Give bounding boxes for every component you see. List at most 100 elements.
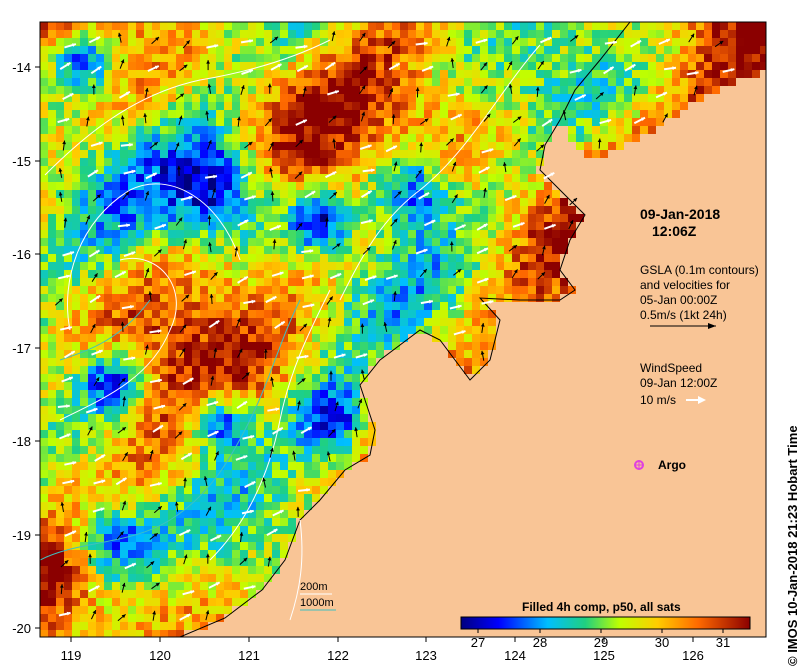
sst-pixel xyxy=(672,22,680,30)
sst-pixel xyxy=(64,94,72,102)
sst-pixel xyxy=(344,278,352,286)
sst-pixel xyxy=(192,550,200,558)
sst-pixel xyxy=(88,422,96,430)
arrow-head xyxy=(332,115,337,120)
plot-frame xyxy=(39,21,767,638)
sst-pixel xyxy=(112,478,120,486)
sst-pixel xyxy=(216,526,224,534)
sst-pixel xyxy=(176,454,184,462)
arrow-head xyxy=(267,83,272,88)
sst-pixel xyxy=(392,262,400,270)
sst-pixel xyxy=(336,158,344,166)
sst-pixel xyxy=(80,398,88,406)
sst-pixel xyxy=(680,46,688,54)
sst-pixel xyxy=(176,438,184,446)
sst-pixel xyxy=(368,62,376,70)
sst-pixel xyxy=(208,398,216,406)
sst-pixel xyxy=(56,222,64,230)
credit-text: © IMOS 10-Jan-2018 21:23 Hobart Time xyxy=(785,425,800,666)
arrow-head xyxy=(122,427,126,431)
sst-pixel xyxy=(256,534,264,542)
sst-pixel xyxy=(104,550,112,558)
sst-pixel xyxy=(352,54,360,62)
sst-pixel xyxy=(392,110,400,118)
sst-pixel xyxy=(368,358,376,366)
sst-pixel xyxy=(304,422,312,430)
sst-pixel xyxy=(520,246,528,254)
sst-pixel xyxy=(336,246,344,254)
sst-pixel xyxy=(192,526,200,534)
sst-pixel xyxy=(360,46,368,54)
sst-pixel xyxy=(176,174,184,182)
sst-pixel xyxy=(48,254,56,262)
sst-pixel xyxy=(400,286,408,294)
sst-pixel xyxy=(104,70,112,78)
sst-pixel xyxy=(152,78,160,86)
arrow-head xyxy=(181,348,186,353)
sst-pixel xyxy=(480,262,488,270)
sst-pixel xyxy=(384,206,392,214)
sst-pixel xyxy=(544,222,552,230)
sst-pixel xyxy=(280,534,288,542)
sst-pixel xyxy=(80,622,88,630)
sst-pixel xyxy=(296,430,304,438)
sst-pixel xyxy=(48,102,56,110)
sst-pixel xyxy=(424,326,432,334)
sst-pixel xyxy=(480,334,488,342)
sst-pixel xyxy=(224,390,232,398)
sst-pixel xyxy=(448,134,456,142)
sst-pixel xyxy=(200,294,208,302)
sst-pixel xyxy=(712,22,720,30)
sst-pixel xyxy=(96,238,104,246)
sst-pixel xyxy=(264,558,272,566)
sst-pixel xyxy=(416,142,424,150)
sst-pixel xyxy=(280,134,288,142)
sst-pixel xyxy=(280,22,288,30)
sst-pixel xyxy=(536,118,544,126)
arrow-head xyxy=(332,171,337,176)
sst-pixel xyxy=(664,102,672,110)
sst-pixel xyxy=(512,78,520,86)
sst-pixel xyxy=(288,70,296,78)
sst-pixel xyxy=(232,470,240,478)
sst-pixel xyxy=(336,430,344,438)
sst-pixel xyxy=(392,302,400,310)
arrow-head xyxy=(183,239,187,244)
sst-pixel xyxy=(184,390,192,398)
sst-pixel xyxy=(200,350,208,358)
sst-pixel xyxy=(488,294,496,302)
sst-pixel xyxy=(144,598,152,606)
sst-pixel xyxy=(224,38,232,46)
sst-pixel xyxy=(248,558,256,566)
arrow-head xyxy=(480,350,485,355)
sst-pixel xyxy=(352,222,360,230)
sst-pixel xyxy=(280,126,288,134)
sst-pixel xyxy=(360,286,368,294)
sst-pixel xyxy=(264,326,272,334)
sst-pixel xyxy=(672,30,680,38)
sst-pixel xyxy=(272,350,280,358)
sst-pixel xyxy=(424,182,432,190)
sst-pixel xyxy=(384,262,392,270)
sst-pixel xyxy=(408,62,416,70)
sst-pixel xyxy=(640,38,648,46)
sst-pixel xyxy=(256,102,264,110)
gsla-contours xyxy=(44,39,541,621)
sst-pixel xyxy=(64,398,72,406)
sst-pixel xyxy=(112,574,120,582)
sst-pixel xyxy=(536,270,544,278)
sst-pixel xyxy=(248,174,256,182)
sst-pixel xyxy=(392,86,400,94)
sst-pixel xyxy=(512,134,520,142)
sst-pixel xyxy=(520,206,528,214)
sst-pixel xyxy=(576,22,584,30)
sst-pixel xyxy=(152,310,160,318)
sst-pixel xyxy=(296,366,304,374)
sst-pixel xyxy=(280,510,288,518)
sst-pixel xyxy=(464,158,472,166)
sst-pixel xyxy=(232,166,240,174)
sst-pixel xyxy=(344,198,352,206)
sst-pixel xyxy=(56,262,64,270)
sst-pixel xyxy=(128,206,136,214)
sst-pixel xyxy=(168,366,176,374)
